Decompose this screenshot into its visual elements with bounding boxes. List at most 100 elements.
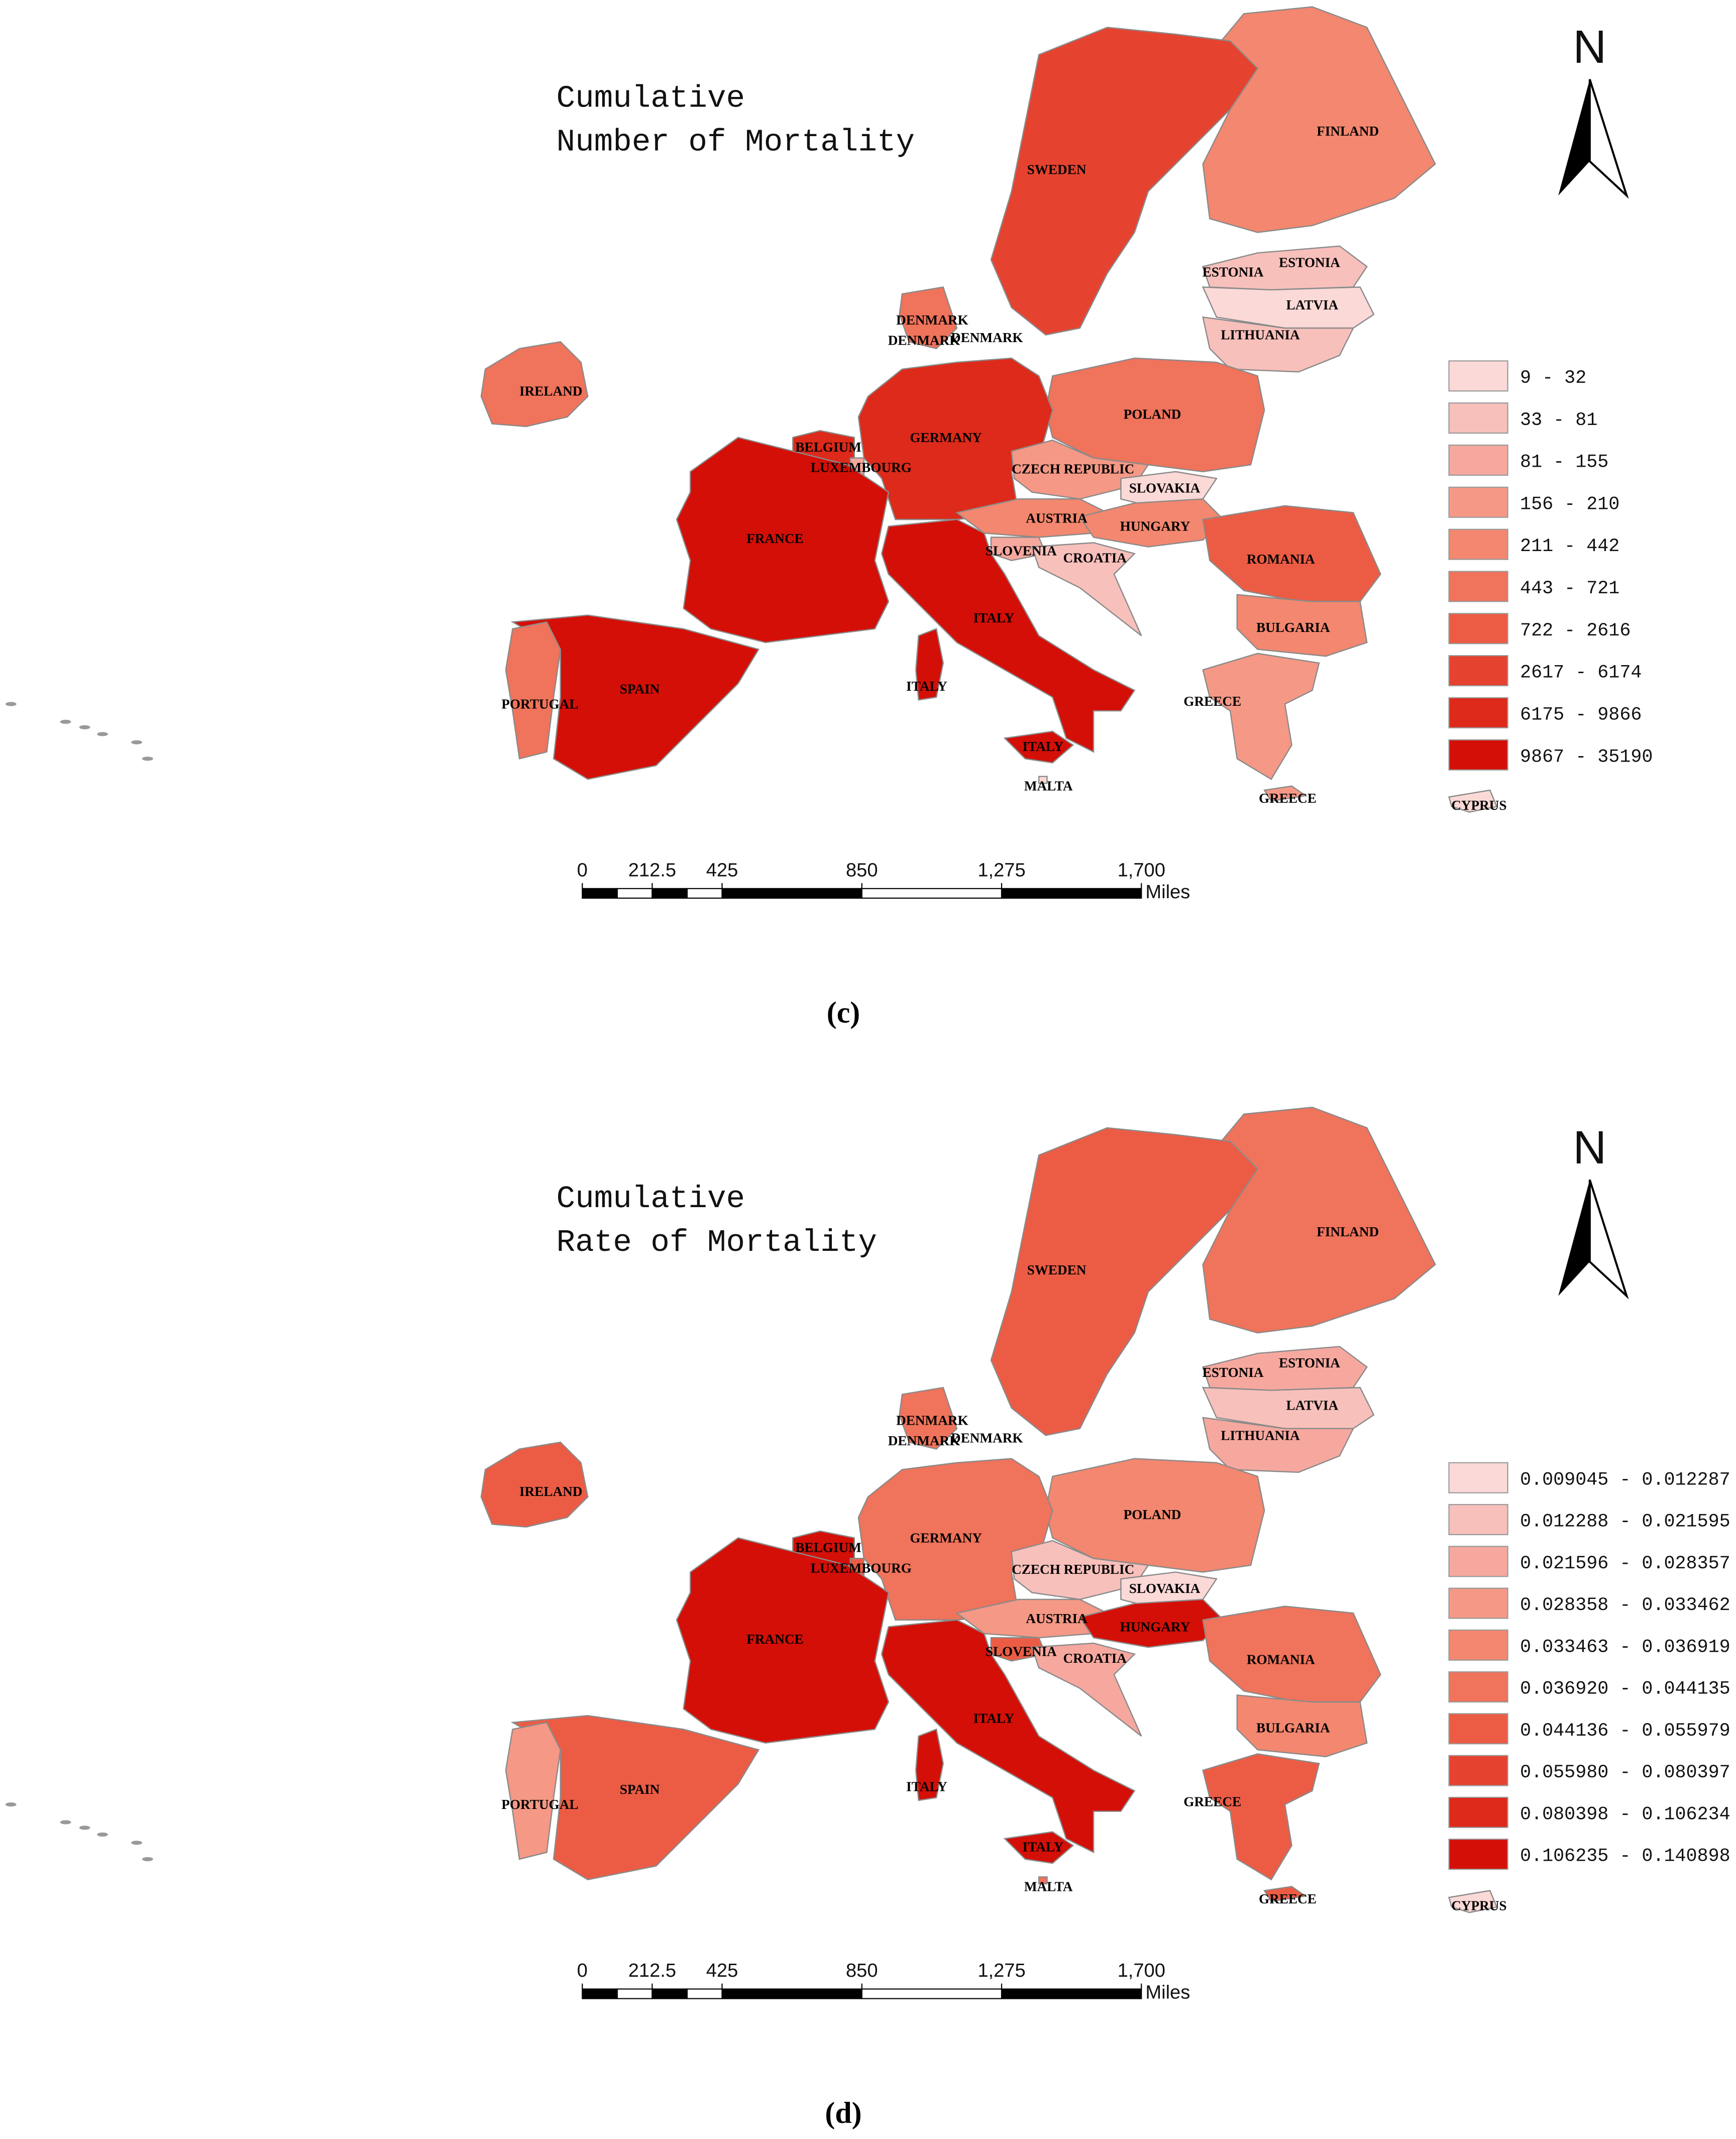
country-label: GREECE [1259,791,1317,806]
country-label: IRELAND [519,383,582,398]
legend-label: 211 - 442 [1520,536,1619,557]
country [1236,594,1368,657]
scale-segment [652,888,688,899]
legend-swatch [1448,1755,1508,1786]
country-label: DENMARK [888,1433,960,1448]
country [480,341,589,427]
legend-label: 0.106235 - 0.140898 [1520,1846,1730,1867]
legend-swatch [1448,1587,1508,1619]
country [1045,1458,1265,1573]
country [1236,1694,1368,1758]
scale-segment [616,1988,653,1999]
country [1045,357,1265,473]
country [857,357,1053,520]
legend-swatch [1448,1671,1508,1703]
legend-label: 9 - 32 [1520,368,1586,389]
legend-label: 0.028358 - 0.033462 [1520,1595,1730,1616]
scale-tick-label: 1,275 [978,1960,1025,1981]
country-label: ITALY [973,610,1015,625]
island [131,1841,143,1845]
legend-swatch [1448,697,1508,728]
country-label: ESTONIA [1203,1365,1264,1380]
country [1202,286,1375,329]
island [60,719,71,724]
country-label: DENMARK [896,1413,968,1428]
country-label: SWEDEN [1027,1262,1087,1277]
scale-unit: Miles [1145,882,1190,903]
legend-label: 81 - 155 [1520,452,1608,473]
caption: (c) [827,996,860,1029]
island [79,725,90,729]
legend-label: 156 - 210 [1520,494,1619,515]
island [131,740,143,744]
country-label: ROMANIA [1247,1652,1315,1667]
legend-label: 33 - 81 [1520,410,1597,431]
scale-tick-label: 850 [846,1960,878,1981]
country [857,1458,1053,1621]
scale-tick-label: 0 [577,1960,588,1981]
country-label: CYPRUS [1451,1898,1506,1913]
legend-label: 0.055980 - 0.080397 [1520,1762,1730,1783]
legend-label: 2617 - 6174 [1520,663,1642,684]
country-label: POLAND [1124,1507,1181,1522]
country-label: LUXEMBOURG [811,460,912,475]
country [505,621,561,760]
country-label: PORTUGAL [501,1797,578,1812]
legend-swatch [1448,1504,1508,1535]
scale-tick-label: 1,700 [1118,860,1165,881]
country-label: SLOVENIA [986,544,1057,559]
country [1202,6,1436,233]
country-label: ESTONIA [1203,265,1264,280]
country-label: ITALY [906,679,947,694]
country-label: FINLAND [1317,124,1379,139]
country-label: BELGIUM [795,1540,861,1555]
country [990,27,1259,336]
scale-tick-label: 425 [706,1960,738,1981]
country-label: LITHUANIA [1221,1428,1300,1443]
country [1031,542,1142,636]
country [1031,1642,1142,1737]
country-label: HUNGARY [1120,519,1190,534]
scale-segment [1001,1988,1142,1999]
scale-segment [1001,888,1142,899]
country-label: GREECE [1183,694,1241,709]
country-label: ESTONIA [1279,255,1340,270]
legend-swatch [1448,1713,1508,1745]
country [676,1537,890,1744]
country [990,1127,1259,1436]
country [510,1715,760,1881]
country [676,437,890,644]
legend-swatch [1448,739,1508,771]
map-panel: FINLAND SWEDEN ESTONIA ESTONIA LATVIA LITHUAN… [5,1106,1730,2129]
country-label: GERMANY [910,1530,982,1545]
north-arrow-right [1588,79,1629,199]
north-arrow-left [1558,79,1590,196]
legend-swatch [1448,528,1508,560]
scale-segment [686,1988,723,1999]
country [1038,776,1048,784]
scale-segment [721,888,862,899]
country-label: ESTONIA [1279,1355,1340,1370]
legend-label: 0.033463 - 0.036919 [1520,1637,1730,1658]
country-label: DENMARK [951,1431,1023,1446]
legend-label: 443 - 721 [1520,578,1619,599]
country [505,1722,561,1860]
legend-swatch [1448,1796,1508,1828]
scale-segment [686,888,723,899]
country [881,1619,1136,1864]
country-label: HUNGARY [1120,1619,1190,1634]
country-label: MALTA [1024,779,1073,794]
country-label: CROATIA [1063,550,1127,565]
country-label: ROMANIA [1247,552,1315,567]
country-label: SLOVAKIA [1129,1581,1201,1596]
country [1202,653,1320,802]
scale-tick-label: 0 [577,860,588,881]
legend-label: 0.080398 - 0.106234 [1520,1804,1730,1825]
caption: (d) [825,2096,861,2129]
country-label: ITALY [1022,739,1063,754]
north-arrow-right [1588,1179,1629,1300]
country-label: CYPRUS [1451,798,1506,813]
scale-segment [582,1988,618,1999]
country [990,1637,1047,1662]
